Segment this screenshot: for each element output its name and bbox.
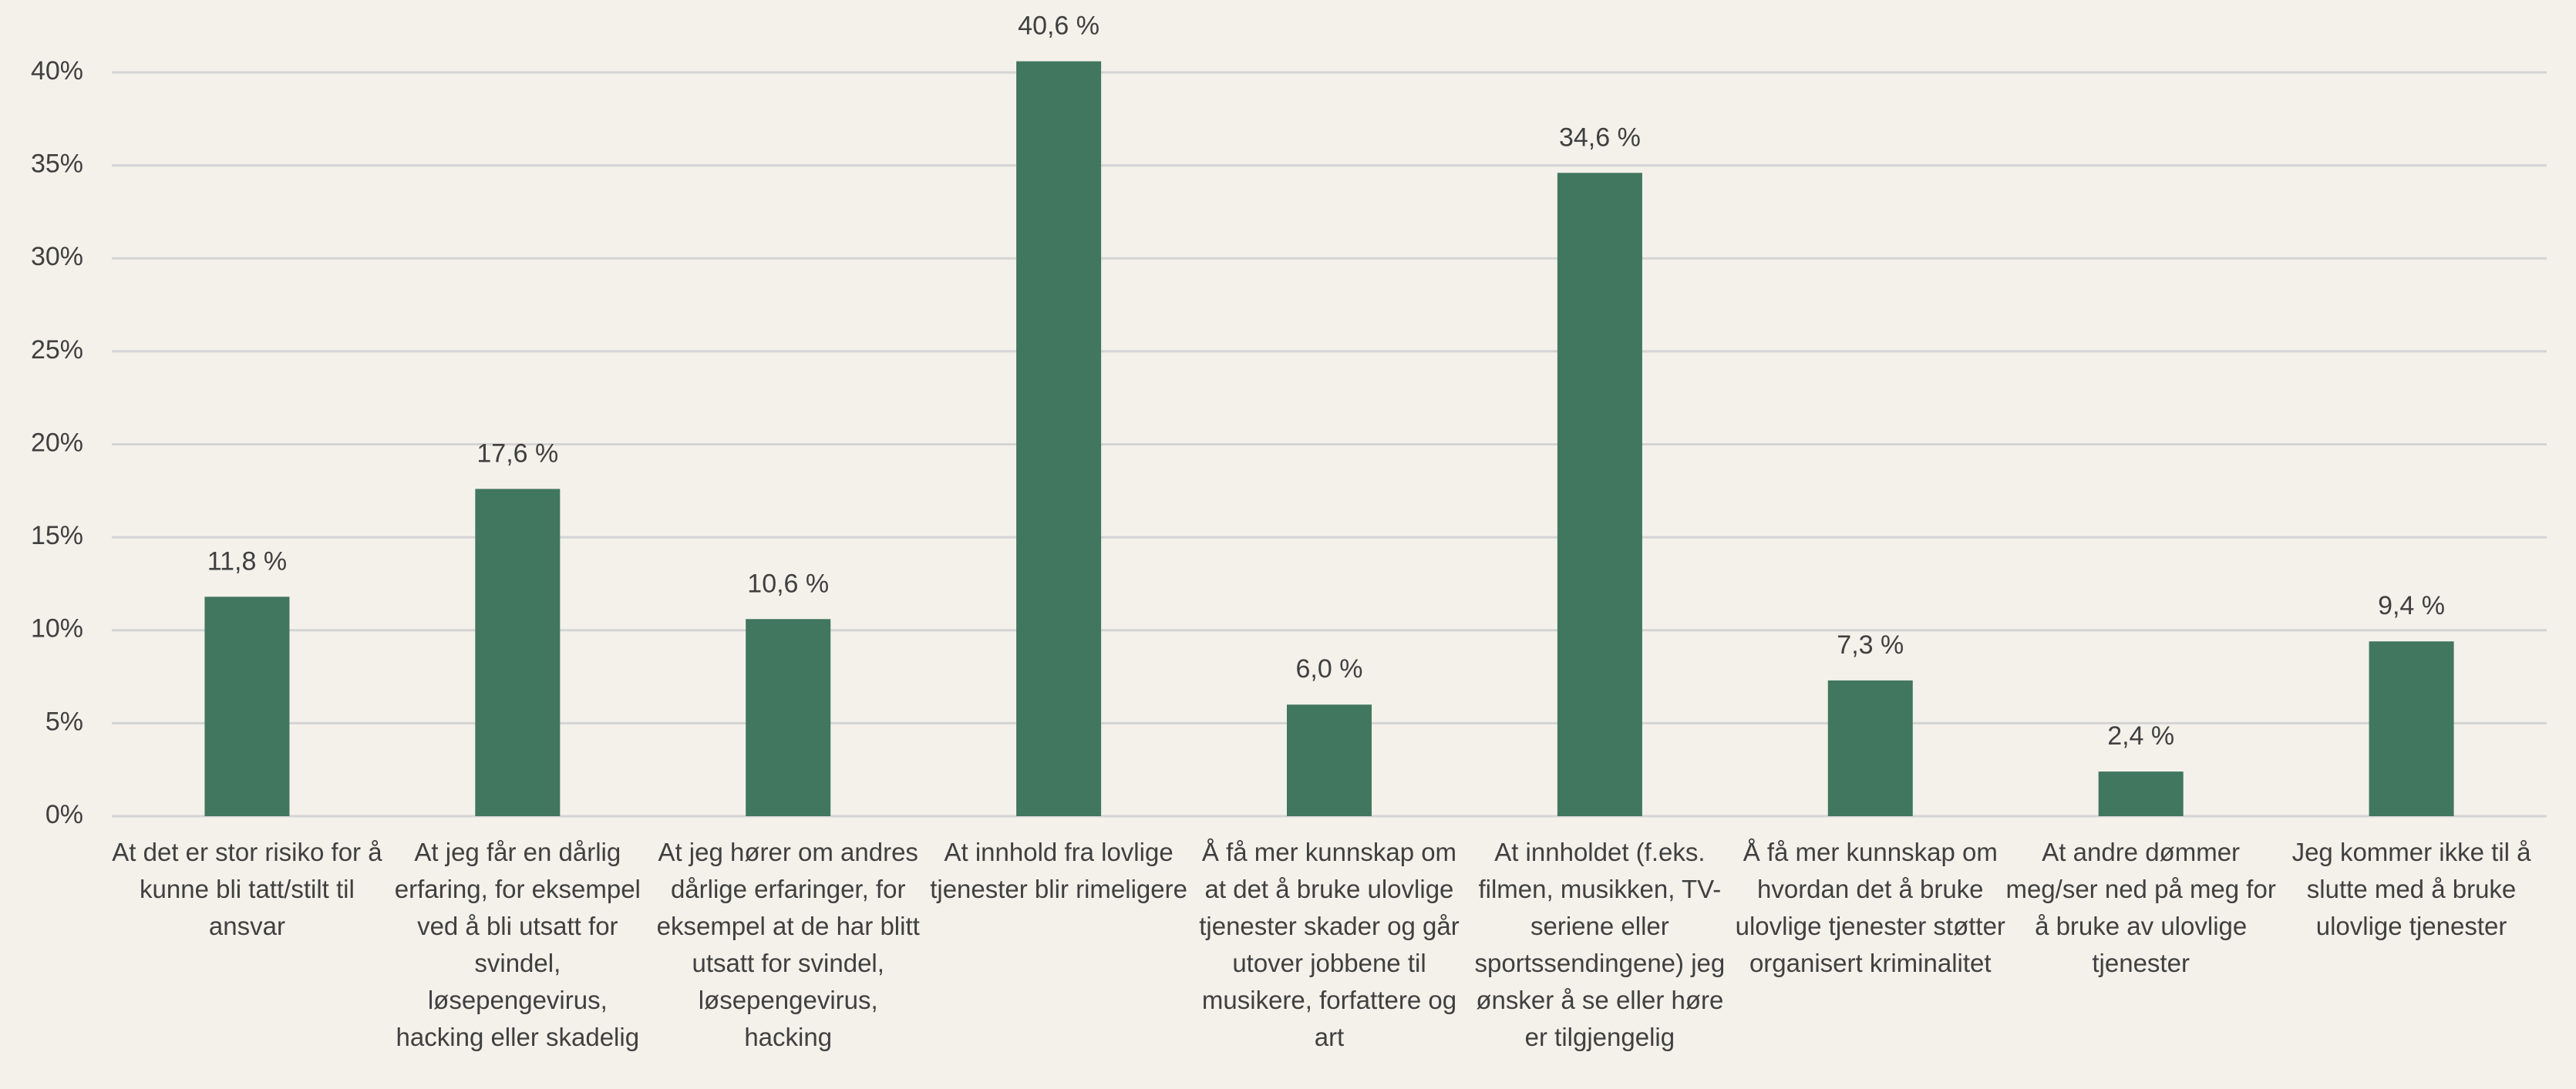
data-label: 34,6 % [1559, 123, 1641, 152]
y-tick-label: 35% [31, 150, 83, 179]
x-tick-label: At innholdet (f.eks. filmen, musikken, T… [1474, 838, 1726, 1051]
x-tick-label: At jeg hører om andres dårlige erfaringe… [656, 838, 920, 1051]
bar [746, 619, 831, 816]
x-tick-label: At innhold fra lovlige tjenester blir ri… [930, 838, 1187, 903]
data-label: 7,3 % [1837, 630, 1904, 660]
bar [1557, 173, 1642, 816]
x-tick-label: At andre dømmer meg/ser ned på meg for å… [2005, 838, 2276, 977]
data-label: 10,6 % [747, 569, 829, 598]
data-label: 17,6 % [476, 439, 558, 468]
x-tick-label: At det er stor risiko for å kunne bli ta… [112, 838, 382, 940]
x-tick-label: Å få mer kunnskap om hvordan det å bruke… [1735, 838, 2005, 977]
x-tick-label: At jeg får en dårlig erfaring, for eksem… [394, 838, 641, 1051]
x-tick-label: Jeg kommer ikke til å slutte med å bruke… [2291, 838, 2531, 940]
bar [1827, 680, 1913, 816]
y-tick-label: 15% [31, 521, 83, 550]
bar [2098, 771, 2184, 816]
x-tick-label: Å få mer kunnskap om at det å bruke ulov… [1199, 838, 1460, 1051]
data-label: 2,4 % [2107, 721, 2174, 751]
y-tick-label: 30% [31, 242, 83, 271]
y-tick-label: 0% [45, 800, 83, 829]
y-tick-label: 10% [31, 614, 83, 644]
data-label: 40,6 % [1018, 12, 1099, 41]
y-tick-label: 5% [45, 707, 83, 736]
y-tick-label: 25% [31, 335, 83, 365]
y-tick-label: 40% [31, 56, 83, 86]
data-label: 11,8 % [207, 546, 287, 576]
bar [1287, 704, 1372, 816]
data-label: 6,0 % [1296, 654, 1363, 684]
bar [1016, 61, 1102, 816]
bar [204, 597, 290, 816]
bar [2369, 641, 2454, 816]
bar [475, 489, 561, 816]
y-tick-label: 20% [31, 428, 83, 457]
data-label: 9,4 % [2378, 591, 2445, 620]
